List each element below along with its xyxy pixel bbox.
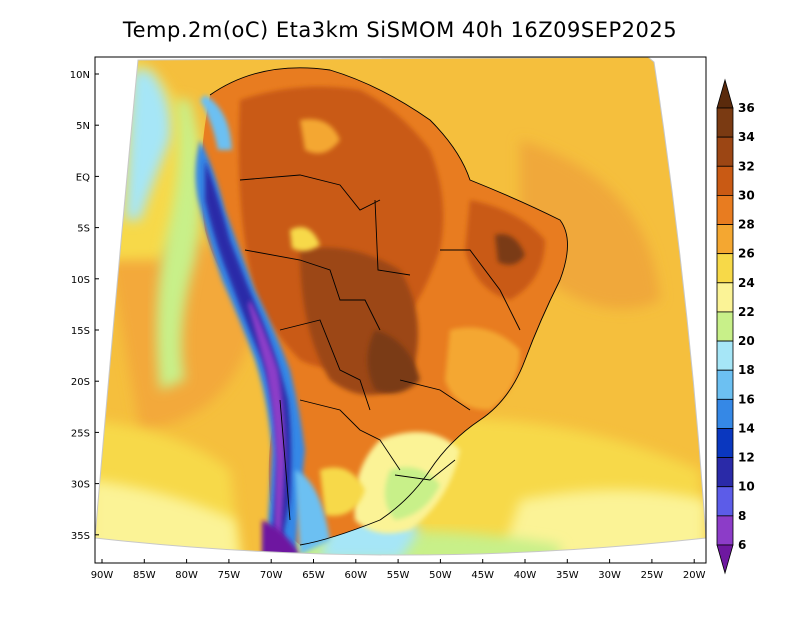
lon-label: 65W [302,570,325,581]
colorbar-label: 8 [738,509,746,523]
colorbar-label: 36 [738,101,755,115]
lon-label: 50W [429,570,452,581]
colorbar-segment [716,428,734,459]
colorbar-segment [716,369,734,400]
colorbar-label: 16 [738,392,755,406]
lat-label: 35S [71,531,90,542]
lon-label: 20W [683,570,706,581]
colorbar-segment [716,457,734,488]
lat-label: 20S [71,377,90,388]
colorbar-segment [716,136,734,167]
colorbar-label: 20 [738,334,755,348]
lon-label: 85W [133,570,156,581]
colorbar-label: 28 [738,218,755,232]
domain-border [94,56,707,556]
colorbar: 36 34 32 30 28 26 24 22 20 18 16 14 12 10 8 6 [716,78,755,575]
colorbar-label: 34 [738,130,755,144]
colorbar-label: 18 [738,363,755,377]
lon-label: 80W [175,570,198,581]
colorbar-label: 12 [738,451,755,465]
latitude-axis: 10N 5N EQ 5S 10S 15S 20S 25S 30S 35S [70,70,99,542]
colorbar-segment [716,253,734,284]
map-frame [94,56,707,564]
lon-label: 60W [344,570,367,581]
colorbar-segment [716,107,734,138]
colorbar-bottom-arrow [716,544,734,575]
colorbar-segment [716,486,734,517]
colorbar-segment [716,194,734,225]
lon-label: 90W [91,570,114,581]
colorbar-label: 26 [738,247,755,261]
colorbar-label: 22 [738,305,755,319]
lon-label: 45W [471,570,494,581]
lat-label: 15S [71,326,90,337]
colorbar-label: 6 [738,538,746,552]
colorbar-segment [716,282,734,313]
colorbar-label: 14 [738,421,755,435]
lat-label: 10N [70,70,90,81]
longitude-axis: 90W 85W 80W 75W 70W 65W 60W 55W 50W 45W 40W 35W 30W 2… [91,559,706,581]
colorbar-label: 10 [738,480,755,494]
temperature-field [95,57,706,555]
lon-label: 55W [387,570,410,581]
colorbar-segment [716,311,734,342]
colorbar-label: 24 [738,276,755,290]
colorbar-segment [716,398,734,429]
map-title: Temp.2m(oC) Eta3km SiSMOM 40h 16Z09SEP20… [122,18,678,42]
colorbar-segment [716,515,734,546]
colorbar-segment [716,165,734,196]
lon-label: 25W [641,570,664,581]
lat-label: 5S [77,224,90,235]
lat-label: 25S [71,428,90,439]
country-borders [209,67,568,546]
colorbar-label: 32 [738,159,755,173]
lon-label: 70W [260,570,283,581]
colorbar-top-arrow [716,78,734,109]
lat-label: 30S [71,480,90,491]
lat-label: EQ [76,172,90,183]
lon-label: 75W [218,570,241,581]
colorbar-label: 30 [738,188,755,202]
lon-label: 40W [514,570,537,581]
lat-label: 5N [76,121,90,132]
lon-label: 30W [598,570,621,581]
lon-label: 35W [556,570,579,581]
colorbar-segment [716,224,734,255]
lat-label: 10S [71,275,90,286]
colorbar-segment [716,340,734,371]
